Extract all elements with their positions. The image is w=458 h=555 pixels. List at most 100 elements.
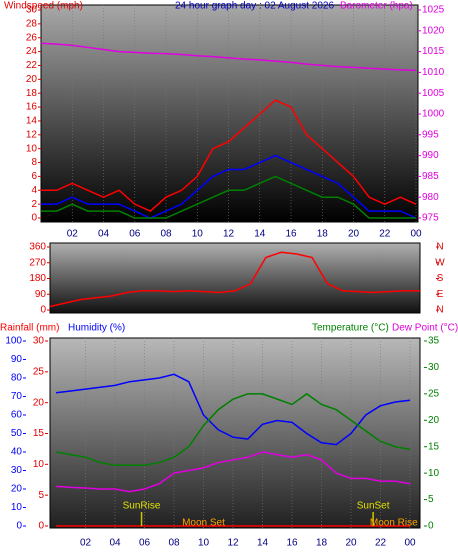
annotation: SunRise xyxy=(123,501,161,512)
y2-tick-label: 1005 xyxy=(422,88,445,99)
y2-tick-label: 1000 xyxy=(422,109,445,120)
y-tick-label: 10 xyxy=(26,143,38,154)
legend-label: Rainfall (mm) xyxy=(0,323,59,334)
y-tick-label: 360 xyxy=(29,242,46,253)
y2-tick-label: 15 xyxy=(428,441,440,452)
x-tick-label: 08 xyxy=(160,229,172,240)
x-tick-label: 00 xyxy=(410,229,422,240)
legend-label: Temperature (°C) xyxy=(312,323,389,334)
x-tick-label: 10 xyxy=(198,538,210,549)
y-tick-label: 6 xyxy=(31,171,37,182)
y2-tick-label: 1025 xyxy=(422,5,445,16)
x-tick-label: 12 xyxy=(223,229,235,240)
y3-tick-label: 20 xyxy=(33,397,45,408)
y-tick-label: 270 xyxy=(29,257,46,268)
y-tick-label: 18 xyxy=(26,88,38,99)
y3-tick-label: 30 xyxy=(33,336,45,347)
plot-area xyxy=(40,4,419,223)
y2-tick-label: 0 xyxy=(428,521,434,532)
x-tick-label: 04 xyxy=(98,229,110,240)
y-tick-label: 0 xyxy=(16,521,22,532)
y3-tick-label: 5 xyxy=(38,490,44,501)
y-tick-label: 4 xyxy=(31,185,37,196)
x-tick-label: 06 xyxy=(129,229,141,240)
y-tick-label: 180 xyxy=(29,273,46,284)
title: 24 hour graph day : 02 August 2026 xyxy=(175,1,334,12)
x-tick-label: 18 xyxy=(317,229,329,240)
y2-tick-label: S xyxy=(437,273,444,284)
x-tick-label: 18 xyxy=(316,538,328,549)
y-tick-label: 30 xyxy=(11,465,23,476)
x-tick-label: 20 xyxy=(345,538,357,549)
annotation: Moon Set xyxy=(182,518,225,529)
x-tick-label: 02 xyxy=(67,229,79,240)
y-tick-label: 24 xyxy=(26,46,38,57)
x-tick-label: 16 xyxy=(286,538,298,549)
y2-tick-label: 5 xyxy=(428,494,434,505)
y2-tick-label: 20 xyxy=(428,415,440,426)
y2-tick-label: 1010 xyxy=(422,67,445,78)
x-tick-label: 00 xyxy=(404,538,416,549)
x-tick-label: 02 xyxy=(80,538,92,549)
x-tick-label: 08 xyxy=(168,538,180,549)
y2-tick-label: 10 xyxy=(428,468,440,479)
annotation: SunSet xyxy=(357,501,390,512)
y-tick-label: 90 xyxy=(11,354,23,365)
y2-tick-label: 990 xyxy=(422,150,439,161)
y-tick-label: 2 xyxy=(31,199,37,210)
y-tick-label: 0 xyxy=(40,305,46,316)
x-tick-label: 12 xyxy=(227,538,239,549)
y2-tick-label: 985 xyxy=(422,171,439,182)
y-tick-label: 12 xyxy=(26,129,38,140)
x-tick-label: 14 xyxy=(257,538,269,549)
y2-label: Barometer (hpa) xyxy=(340,1,413,12)
y2-tick-label: N xyxy=(436,242,443,253)
legend-label: Humidity (%) xyxy=(68,323,125,334)
x-tick-label: 22 xyxy=(375,538,387,549)
y-tick-label: 8 xyxy=(31,157,37,168)
y-tick-label: 40 xyxy=(11,447,23,458)
y2-tick-label: 1015 xyxy=(422,46,445,57)
x-tick-label: 04 xyxy=(109,538,121,549)
series-line xyxy=(41,175,416,219)
x-tick-label: 16 xyxy=(285,229,297,240)
y3-tick-label: 15 xyxy=(33,428,45,439)
x-tick-label: 06 xyxy=(139,538,151,549)
y-tick-label: 50 xyxy=(11,428,23,439)
y-tick-label: 28 xyxy=(26,19,38,30)
y-tick-label: 26 xyxy=(26,32,38,43)
y2-tick-label: 30 xyxy=(428,362,440,373)
y-tick-label: 80 xyxy=(11,373,23,384)
y2-tick-label: 25 xyxy=(428,388,440,399)
series-line xyxy=(41,99,417,212)
y-label: Windspeed (mph) xyxy=(4,1,83,12)
y-tick-label: 14 xyxy=(26,116,38,127)
x-tick-label: 20 xyxy=(348,229,360,240)
series-line xyxy=(55,392,411,466)
y-tick-label: 16 xyxy=(26,102,38,113)
y2-tick-label: 35 xyxy=(428,336,440,347)
plot-area xyxy=(49,242,421,314)
y2-tick-label: N xyxy=(436,305,443,316)
x-tick-label: 10 xyxy=(192,229,204,240)
y-tick-label: 30 xyxy=(26,5,38,16)
series-line xyxy=(49,251,420,308)
y3-tick-label: 10 xyxy=(33,459,45,470)
y2-tick-label: E xyxy=(437,289,444,300)
y2-tick-label: 980 xyxy=(422,192,439,203)
y3-tick-label: 25 xyxy=(33,366,45,377)
y-tick-label: 60 xyxy=(11,410,23,421)
y-tick-label: 20 xyxy=(26,74,38,85)
y-tick-label: 90 xyxy=(35,289,47,300)
y2-tick-label: 995 xyxy=(422,129,439,140)
series-line xyxy=(55,373,411,446)
legend-label: Dew Point (°C) xyxy=(392,323,458,334)
series-line xyxy=(40,42,417,72)
x-tick-label: 14 xyxy=(254,229,266,240)
y-tick-label: 22 xyxy=(26,60,38,71)
y-tick-label: 0 xyxy=(31,213,37,224)
y-tick-label: 10 xyxy=(11,502,23,513)
y-tick-label: 100 xyxy=(5,336,22,347)
annotation: Moon Rise xyxy=(370,518,418,529)
